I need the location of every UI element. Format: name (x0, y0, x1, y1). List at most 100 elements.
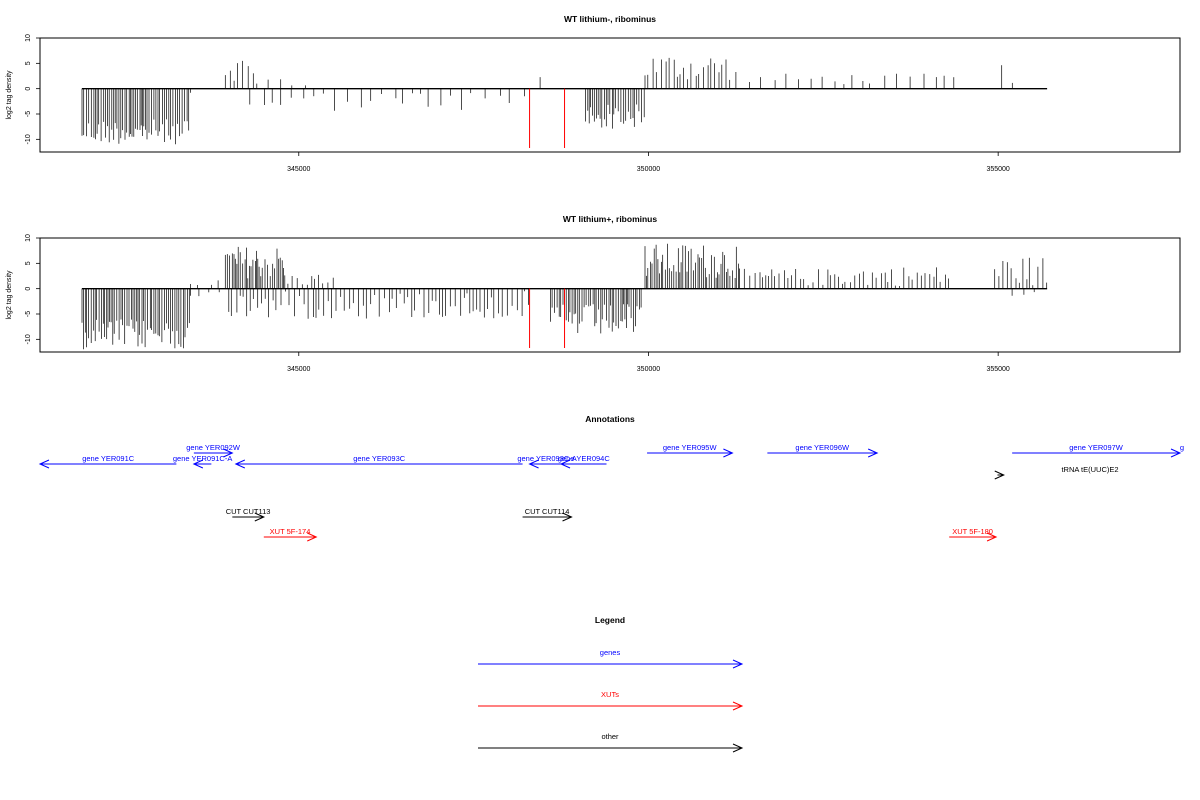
feature-arrow (263, 532, 318, 542)
y-tick-label: 5 (25, 261, 32, 265)
y-tick-label: -10 (25, 334, 32, 344)
arrow-head (528, 459, 539, 469)
feature-label: g (1180, 443, 1184, 452)
y-tick-label: -5 (25, 111, 32, 117)
feature-arrow (949, 532, 998, 542)
x-tick-label: 350000 (637, 166, 660, 173)
arrow-head (994, 470, 1005, 480)
feature-gene: gene YER094C (558, 454, 611, 469)
feature-other: CUT CUT114 (522, 507, 573, 522)
feature-arrow (232, 512, 266, 522)
y-tick-label: -5 (25, 311, 32, 317)
feature-arrow (767, 448, 879, 458)
legend-arrow (478, 701, 744, 711)
y-tick-label: -10 (25, 134, 32, 144)
feature-arrow (559, 459, 607, 469)
feature-arrow (192, 459, 212, 469)
feature-gene: gene YER093C (234, 454, 523, 469)
arrow-head (732, 659, 744, 669)
panel-title: WT lithium-, ribominus (564, 14, 656, 24)
signal-bars (81, 243, 1048, 350)
y-axis-label: log2 tag density (6, 70, 13, 120)
legend-label: XUTs (601, 690, 619, 699)
y-tick-label: 10 (25, 234, 32, 242)
feature-arrow (193, 448, 234, 458)
feature-label: gene YER091C-A (173, 454, 232, 463)
feature-other: CUT CUT113 (226, 507, 271, 522)
legend-title: Legend (595, 615, 625, 625)
legend: Legend genes XUTs other (478, 615, 744, 753)
track-panel-2: WT lithium+, ribominus 10 5 0 -5 -10 log2 tag … (6, 214, 1181, 373)
feature-arrow (522, 512, 573, 522)
feature-label: CUT CUT114 (525, 507, 570, 516)
legend-item-gene: genes (478, 648, 744, 669)
signal-bars (81, 57, 1013, 145)
x-tick-label: 350000 (637, 366, 660, 373)
feature-xut: XUT 5F-174 (263, 527, 318, 542)
feature-label: gene YER094C (558, 454, 611, 463)
arrow-head (723, 448, 734, 458)
arrow-head (223, 448, 234, 458)
arrow-head (254, 512, 266, 522)
y-tick-label: 10 (25, 34, 32, 42)
feature-label: gene YER092W (186, 443, 241, 452)
feature-arrow (528, 459, 565, 469)
legend-label: genes (600, 648, 621, 657)
arrow-head (38, 459, 50, 469)
feature-gene: gene YER093C-A (517, 454, 577, 469)
legend-arrow (478, 659, 744, 669)
arrow-head (1170, 448, 1182, 458)
feature-label: gene YER097W (1069, 443, 1124, 452)
feature-label: gene YER093C (353, 454, 406, 463)
feature-label: XUT 5F-174 (270, 527, 311, 536)
feature-gene: gene YER097W (1012, 443, 1182, 458)
x-tick-label: 345000 (287, 366, 310, 373)
feature-gene: gene YER095W (647, 443, 734, 458)
feature-label: CUT CUT113 (226, 507, 271, 516)
feature-arrow (994, 470, 1005, 480)
feature-gene: g (1180, 443, 1184, 452)
feature-arrow (1012, 448, 1182, 458)
y-tick-label: 0 (25, 287, 32, 291)
feature-label: gene YER091C (82, 454, 135, 463)
feature-xut: XUT 5F-180 (949, 527, 998, 542)
feature-label: XUT 5F-180 (952, 527, 993, 536)
feature-label: gene YER096W (795, 443, 850, 452)
y-tick-label: 5 (25, 61, 32, 65)
plot-frame (39, 37, 1181, 153)
legend-item-other: other (478, 732, 744, 753)
feature-gene: gene YER096W (767, 443, 879, 458)
panel-title: WT lithium+, ribominus (563, 214, 657, 224)
x-tick-label: 345000 (287, 166, 310, 173)
feature-label: gene YER093C-A (517, 454, 576, 463)
feature-gene: gene YER092W (186, 443, 241, 458)
arrow-head (732, 701, 744, 711)
feature-arrow (647, 448, 734, 458)
annotations-track: Annotations gene YER091C gene YER091C-A gen… (38, 414, 1184, 542)
feature-arrow (38, 459, 177, 469)
feature-label: tRNA tE(UUC)E2 (1061, 465, 1118, 474)
arrow-head (986, 532, 998, 542)
feature-gene: gene YER091C-A (173, 454, 232, 469)
arrow-head (234, 459, 246, 469)
annotations-title: Annotations (585, 414, 635, 424)
arrow-head (732, 743, 744, 753)
legend-label: other (601, 732, 619, 741)
legend-item-xut: XUTs (478, 690, 744, 711)
track-panel-1: WT lithium-, ribominus 10 5 0 -5 -10 log2 tag … (6, 14, 1181, 173)
plot-frame (39, 237, 1181, 353)
x-tick-label: 355000 (986, 366, 1009, 373)
feature-other: tRNA tE(UUC)E2 (994, 465, 1119, 480)
arrow-head (562, 512, 573, 522)
arrow-head (307, 532, 318, 542)
arrow-head (867, 448, 879, 458)
arrow-head (192, 459, 204, 469)
legend-arrow (478, 743, 744, 753)
arrow-head (559, 459, 571, 469)
feature-gene: gene YER091C (38, 454, 177, 469)
x-tick-label: 355000 (986, 166, 1009, 173)
y-axis-label: log2 tag density (6, 270, 13, 320)
feature-arrow (234, 459, 523, 469)
y-tick-label: 0 (25, 87, 32, 91)
